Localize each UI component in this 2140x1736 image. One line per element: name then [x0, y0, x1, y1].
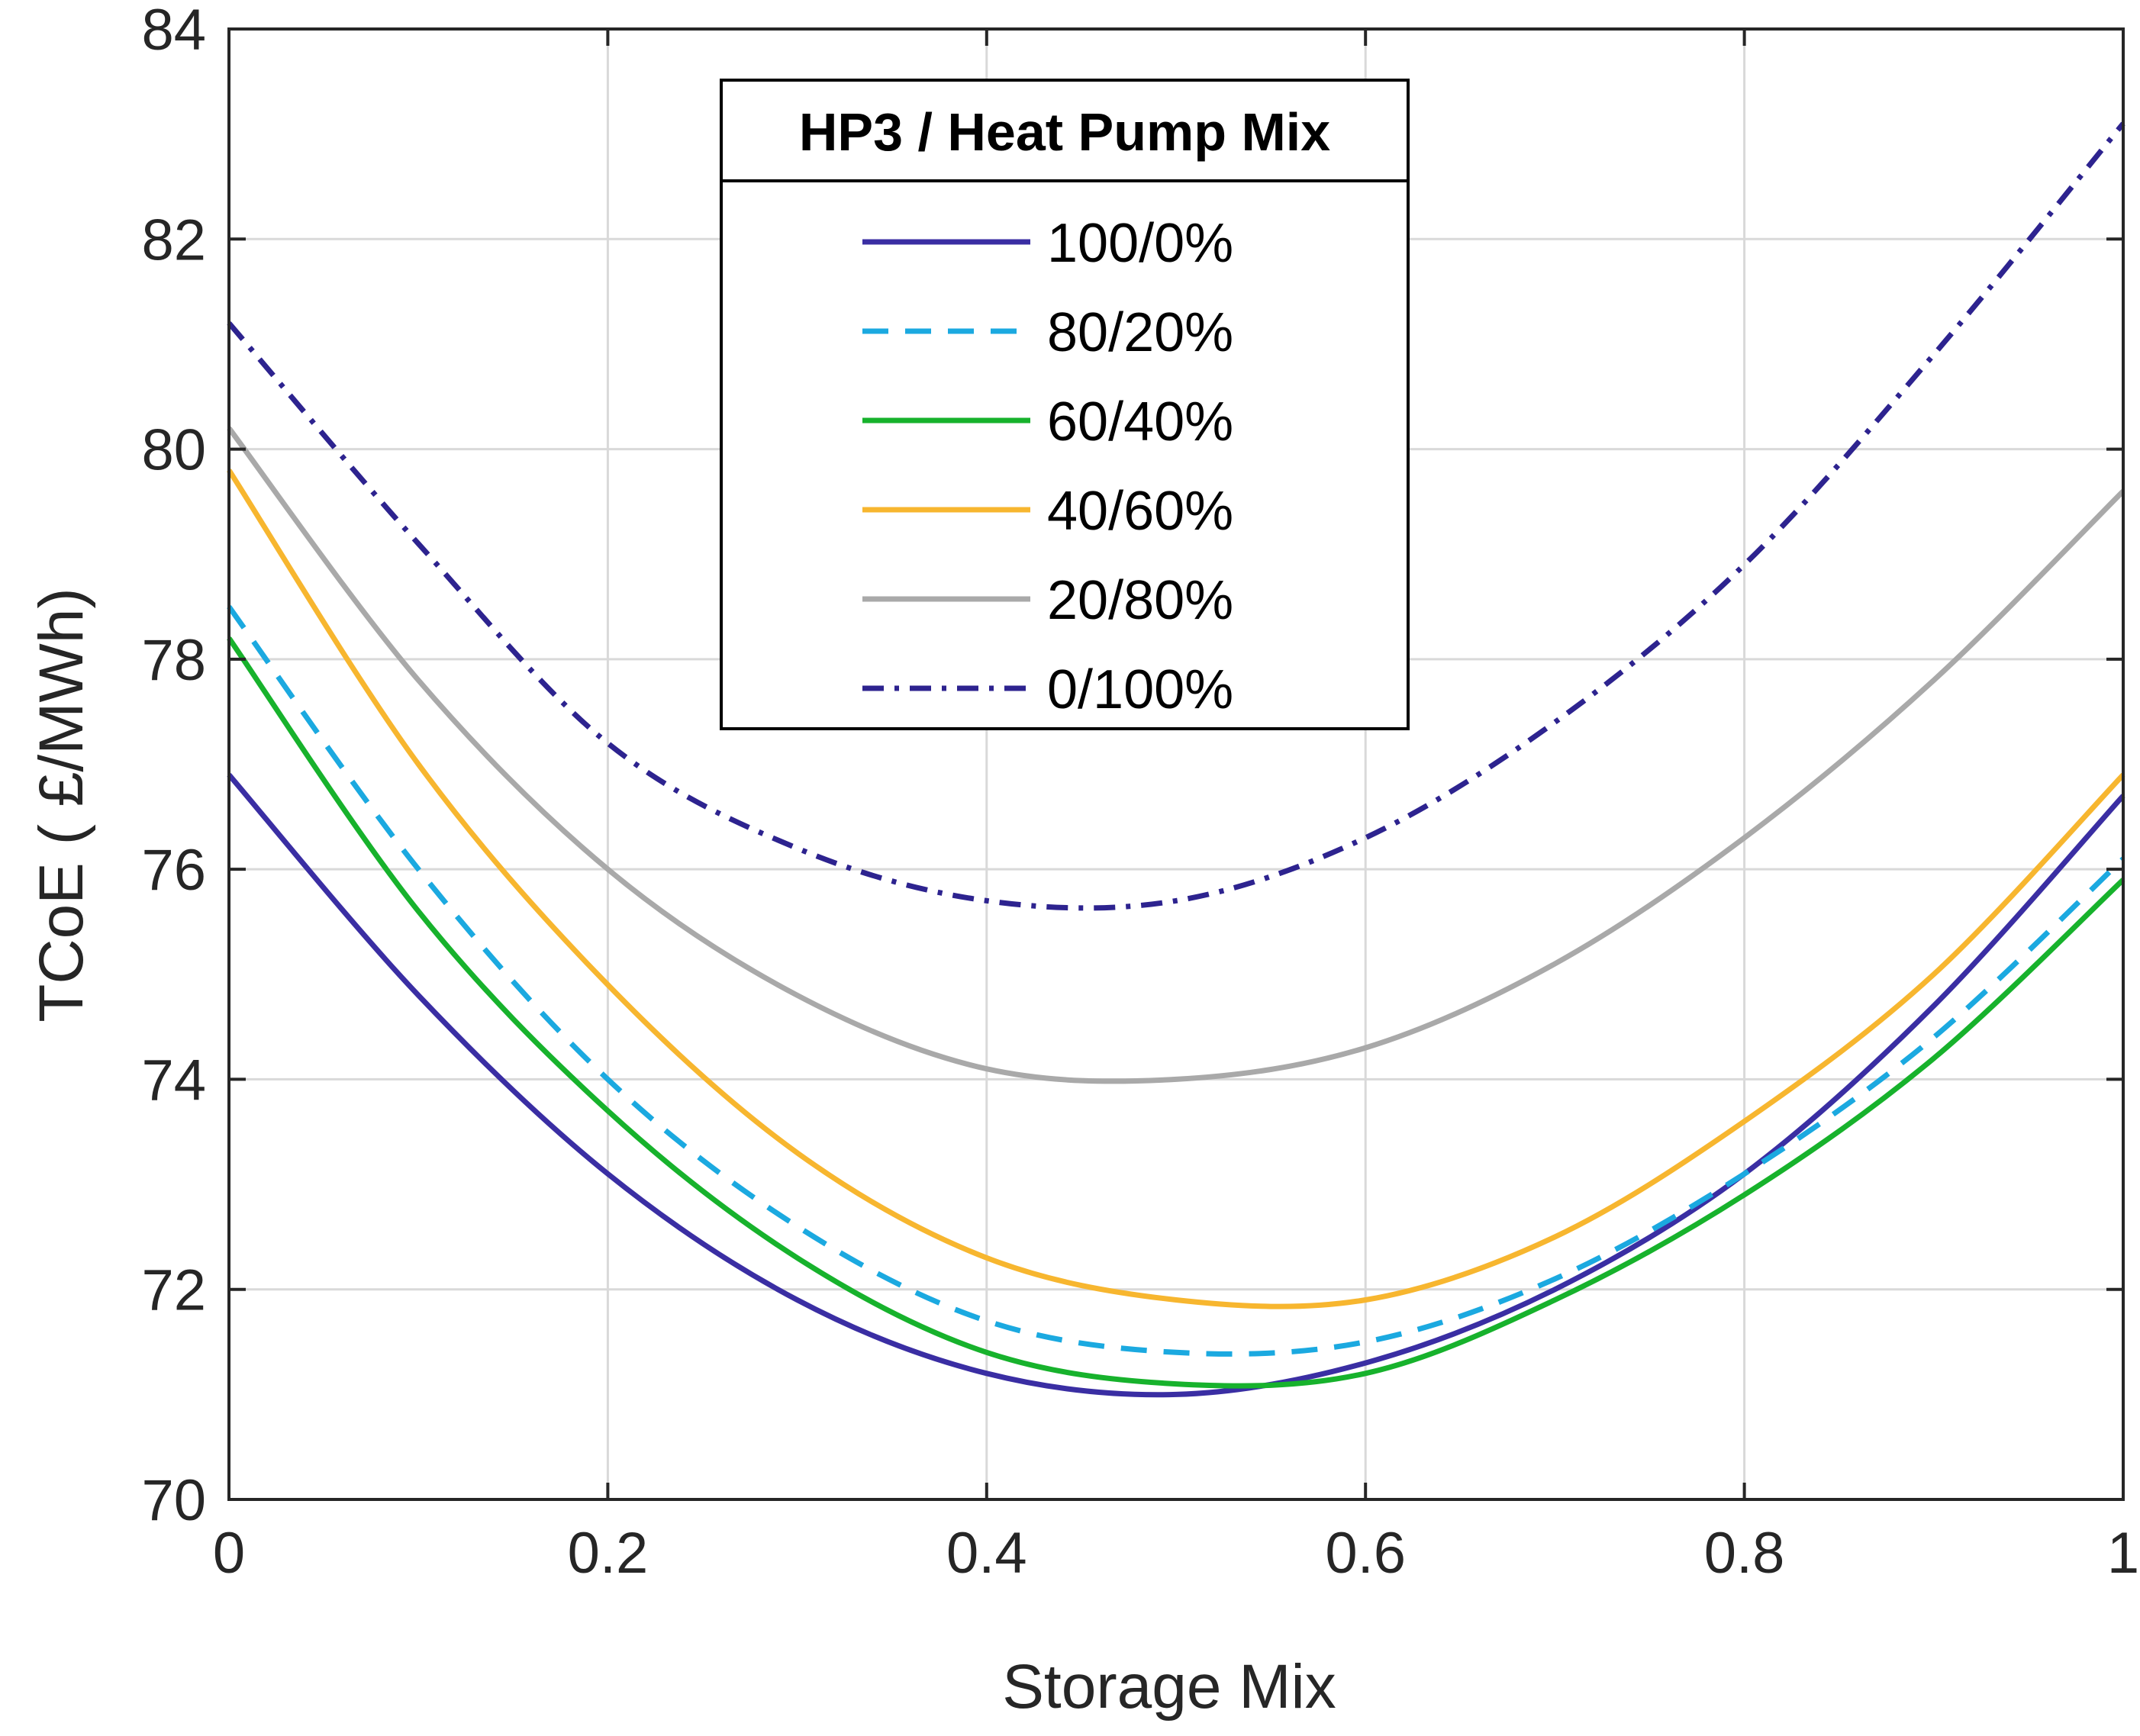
series-line-0-100 [227, 121, 2125, 911]
y-tick-label: 82 [141, 208, 206, 272]
x-axis-label: Storage Mix [1002, 1652, 1336, 1722]
legend-entry-label: 80/20% [1047, 302, 1233, 363]
legend-entry-label: 100/0% [1047, 213, 1233, 274]
plot-frame [227, 27, 2125, 1501]
y-axis-label: TCoE ( £/MWh) [27, 588, 96, 1022]
y-tick-label: 76 [141, 838, 206, 903]
x-tick-label: 0.8 [1704, 1521, 1785, 1586]
y-tick-label: 74 [141, 1048, 206, 1113]
x-tick-label: 0.6 [1325, 1521, 1406, 1586]
x-tick-label: 1 [2107, 1521, 2139, 1586]
y-tick-label: 84 [141, 0, 206, 63]
x-tick-label: 0.4 [946, 1521, 1027, 1586]
y-tick-label: 78 [141, 628, 206, 693]
legend-entry-label: 0/100% [1047, 659, 1233, 720]
y-tick-label: 80 [141, 418, 206, 483]
x-tick-label: 0 [213, 1521, 245, 1586]
legend-entry-label: 20/80% [1047, 570, 1233, 631]
series-line-40-60 [227, 469, 2125, 1309]
series-line-80-20 [227, 604, 2125, 1357]
series-lines [227, 121, 2125, 1398]
legend-box [720, 79, 1410, 730]
tick-labels: 0 0.2 0.4 0.6 0.8 1 70 72 74 76 78 80 82 84 [141, 0, 2139, 1586]
series-line-20-80 [227, 426, 2125, 1084]
series-line-60-40 [227, 636, 2125, 1389]
legend-entry-label: 40/60% [1047, 481, 1233, 542]
y-tick-label: 70 [141, 1468, 206, 1533]
legend-title: HP3 / Heat Pump Mix [799, 102, 1330, 162]
legend-entry-label: 60/40% [1047, 391, 1233, 453]
legend: HP3 / Heat Pump Mix 100/0% 80/20% 60/40% 40/… [720, 79, 1410, 730]
x-tick-label: 0.2 [568, 1521, 649, 1586]
axes [227, 27, 2125, 1501]
series-line-100-0 [227, 773, 2125, 1398]
y-tick-label: 72 [141, 1258, 206, 1323]
